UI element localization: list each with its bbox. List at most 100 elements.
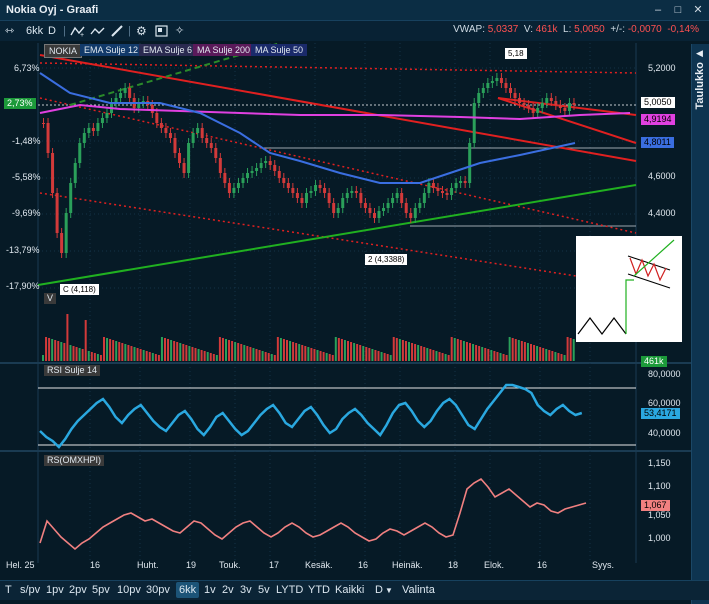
period-button[interactable]: 1pv: [46, 584, 64, 596]
candle-body: [137, 103, 141, 108]
left-axis-current: 2,73%: [4, 98, 36, 109]
drawing-tool-icon[interactable]: [90, 25, 106, 37]
volume-bar: [48, 338, 51, 361]
candle-body: [73, 163, 77, 183]
candle-body: [391, 198, 395, 203]
period-selector[interactable]: 6kk: [26, 25, 44, 37]
volume-bar: [276, 337, 279, 361]
rsi-last: 53,4171: [641, 408, 680, 419]
interval-selector[interactable]: D: [48, 25, 56, 37]
volume-bar: [343, 340, 346, 361]
interval-dropdown[interactable]: D: [375, 584, 383, 596]
volume-last: 461k: [641, 356, 667, 367]
volume-bar: [78, 348, 81, 361]
minimize-button[interactable]: –: [654, 4, 662, 16]
period-button-active[interactable]: 6kk: [176, 582, 200, 598]
volume-bar: [462, 341, 465, 361]
volume-bar: [142, 350, 145, 361]
volume-bar: [444, 354, 447, 361]
volume-bar: [264, 352, 267, 361]
period-button[interactable]: 30pv: [146, 584, 170, 596]
settings-icon[interactable]: ⚙: [136, 24, 147, 38]
legend-ema6[interactable]: EMA Sulje 6: [139, 44, 197, 56]
volume-bar: [130, 346, 133, 361]
candle-body: [459, 181, 463, 183]
volume-bar: [301, 345, 304, 361]
chart-area[interactable]: [0, 43, 691, 580]
x-axis-label: Heinäk.: [392, 560, 423, 570]
candle-body: [481, 88, 485, 93]
period-button[interactable]: 5pv: [92, 584, 110, 596]
volume-bar: [176, 342, 179, 361]
indicator-icon[interactable]: +: [70, 25, 86, 37]
period-button[interactable]: Kaikki: [335, 584, 365, 596]
volume-bar: [234, 342, 237, 361]
volume-bar: [57, 341, 60, 361]
volume-bar: [545, 349, 548, 361]
volume-bar: [270, 354, 273, 361]
candle-body: [218, 158, 222, 173]
legend-ticker[interactable]: NOKIA: [44, 44, 83, 58]
candle-body: [363, 203, 367, 208]
candle-body: [477, 93, 481, 103]
volume-bar: [273, 355, 276, 361]
legend-ma200[interactable]: MA Sulje 200: [193, 44, 255, 56]
vwap-value: 5,0337: [487, 24, 519, 35]
volume-bar: [453, 338, 456, 361]
volume-bar: [267, 353, 270, 361]
period-t[interactable]: T: [5, 584, 12, 596]
volume-bar: [307, 347, 310, 361]
crosshair-icon[interactable]: ⇿: [5, 25, 15, 37]
volume-bar: [221, 338, 224, 361]
selection-button[interactable]: Valinta: [402, 584, 435, 596]
volume-bar: [292, 342, 295, 361]
trend-line-red-dotted: [39, 192, 577, 277]
volume-bar: [441, 353, 444, 361]
maximize-button[interactable]: □: [674, 4, 682, 16]
volume-bar: [499, 353, 502, 361]
candle-body: [178, 153, 182, 163]
legend-ma50[interactable]: MA Sulje 50: [251, 44, 308, 56]
collapse-icon[interactable]: ◀: [696, 48, 703, 58]
pen-icon[interactable]: [110, 24, 124, 38]
candle-body: [440, 191, 444, 193]
left-axis-tick: -9,69%: [12, 208, 41, 218]
period-button[interactable]: 10pv: [117, 584, 141, 596]
volume-label: V:: [523, 24, 533, 35]
period-button[interactable]: LYTD: [276, 584, 304, 596]
candle-body: [64, 213, 68, 253]
period-button[interactable]: s/pv: [20, 584, 41, 596]
volume-bar: [438, 352, 441, 361]
magic-icon[interactable]: ✧: [175, 25, 185, 37]
volume-bar: [206, 352, 209, 361]
candle-body: [105, 113, 109, 118]
volume-bar: [377, 351, 380, 361]
volume-bar: [380, 352, 383, 361]
volume-bar: [69, 345, 72, 361]
candle-body: [518, 98, 522, 103]
layout-icon[interactable]: [155, 24, 169, 38]
period-button[interactable]: 2v: [222, 584, 234, 596]
close-button[interactable]: ✕: [693, 4, 703, 16]
period-button[interactable]: 3v: [240, 584, 252, 596]
volume-bar: [124, 344, 127, 361]
legend-ema12[interactable]: EMA Sulje 12: [80, 44, 143, 56]
side-panel-tab[interactable]: ◀ Taulukko: [691, 44, 709, 604]
candle-body: [182, 163, 186, 173]
candle-body: [336, 208, 340, 213]
period-button[interactable]: 1v: [204, 584, 216, 596]
quote-readout: VWAP: 5,0337 V: 461k L: 5,0050 +/-: -0,0…: [453, 24, 699, 35]
period-button[interactable]: 2pv: [69, 584, 87, 596]
volume-bar: [66, 314, 69, 361]
period-button[interactable]: 5v: [258, 584, 270, 596]
candle-body: [454, 183, 458, 188]
divider: |: [128, 25, 131, 37]
volume-bar: [127, 345, 130, 361]
volume-bar: [51, 339, 54, 361]
volume-bar: [255, 349, 258, 361]
candle-body: [468, 143, 472, 183]
change-label: +/-:: [610, 24, 626, 35]
volume-bar: [450, 337, 453, 361]
period-button[interactable]: YTD: [308, 584, 330, 596]
chevron-down-icon[interactable]: ▼: [385, 586, 393, 595]
